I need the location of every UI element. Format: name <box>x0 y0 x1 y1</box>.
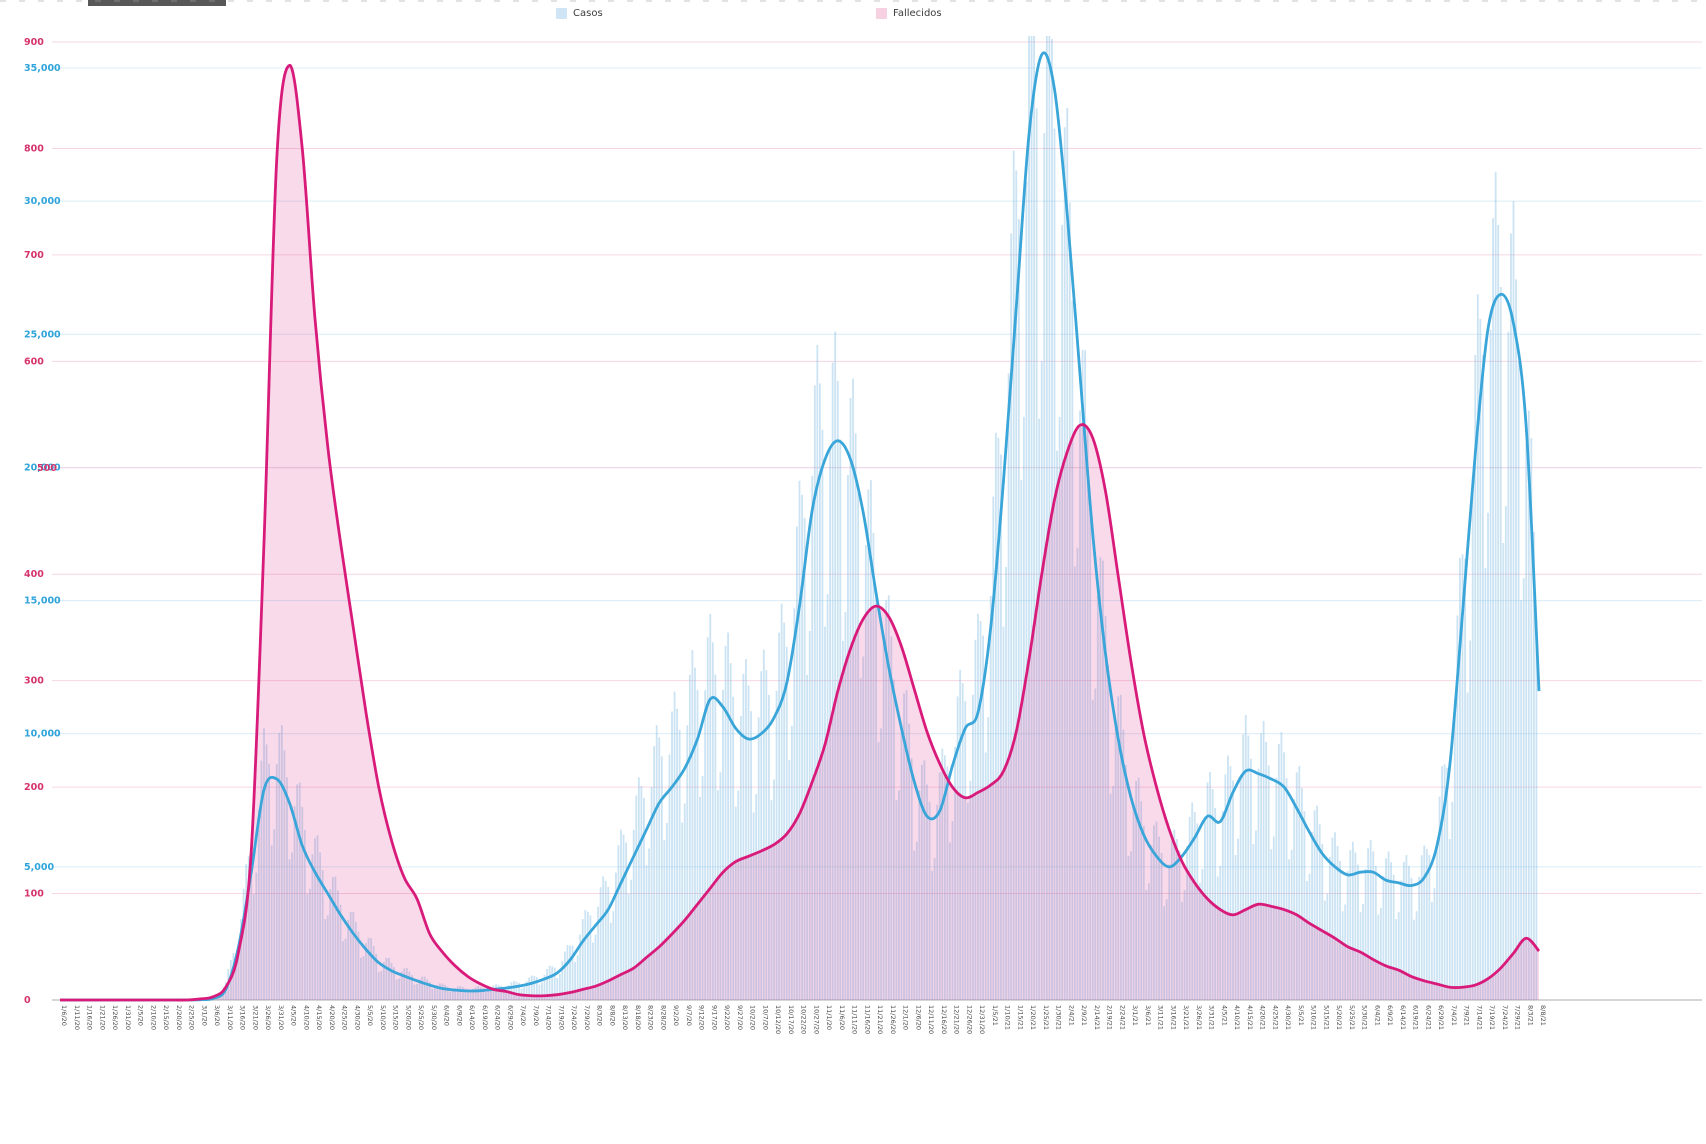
casos-legend-label: Casos <box>573 8 603 19</box>
fallecidos-swatch-icon <box>876 8 887 19</box>
legend-item-fallecidos[interactable]: Fallecidos <box>876 8 942 19</box>
fallecidos-legend-label: Fallecidos <box>893 8 942 19</box>
legend-item-casos[interactable]: Casos <box>556 8 603 19</box>
casos-swatch-icon <box>556 8 567 19</box>
